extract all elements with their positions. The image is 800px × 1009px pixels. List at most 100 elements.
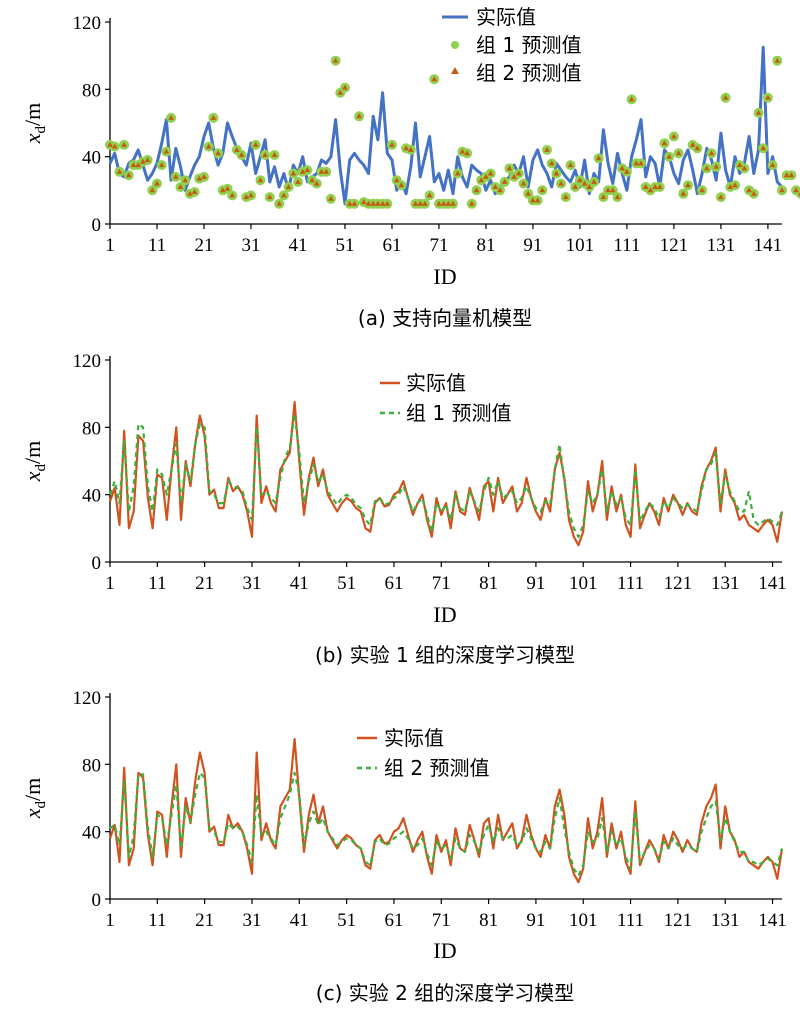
data-point-pred2: [440, 200, 447, 206]
data-point-pred2: [633, 160, 640, 166]
data-point-pred2: [342, 84, 348, 90]
x-tick-label: 71: [429, 235, 448, 256]
data-point-pred2: [760, 145, 766, 151]
data-point-pred2: [299, 168, 306, 174]
data-point-pred2: [553, 170, 560, 176]
y-axis-label: xd/m: [20, 778, 49, 820]
data-point-pred2: [591, 178, 597, 184]
x-tick-label: 91: [526, 573, 545, 594]
data-point-pred2: [304, 167, 311, 173]
data-point-pred2: [572, 184, 578, 189]
legend-label-actual: 实际值: [406, 371, 466, 395]
data-point-pred2: [173, 173, 179, 179]
caption-a: (a) 支持向量机模型: [358, 306, 532, 330]
data-point-pred2: [158, 162, 165, 168]
data-point-pred2: [628, 96, 635, 102]
data-point-pred2: [755, 109, 762, 115]
data-point-pred2: [647, 187, 654, 193]
data-point-pred2: [328, 195, 334, 201]
data-point-pred2: [563, 194, 569, 200]
data-point-pred2: [337, 89, 344, 95]
data-point-pred2: [314, 180, 320, 186]
data-point-pred2: [736, 162, 743, 168]
data-point-pred2: [675, 150, 682, 156]
data-point-pred2: [539, 187, 546, 193]
data-point-pred2: [111, 143, 118, 149]
data-point-pred2: [187, 190, 193, 196]
data-point-pred2: [149, 187, 156, 193]
data-point-pred2: [220, 187, 226, 193]
data-point-pred2: [459, 148, 466, 154]
data-point-pred2: [638, 160, 644, 166]
data-point-pred2: [168, 114, 174, 120]
x-tick-label: 141: [758, 910, 787, 931]
data-point-pred2: [600, 194, 607, 200]
x-tick-label: 101: [569, 573, 598, 594]
series-line-pred: [109, 771, 784, 877]
data-point-pred2: [196, 175, 203, 181]
x-tick-label: 51: [335, 235, 354, 256]
data-point-pred2: [530, 197, 536, 203]
legend-label-actual: 实际值: [384, 726, 444, 750]
data-point-pred2: [642, 184, 649, 189]
series-line-actual: [108, 738, 784, 884]
x-tick-label: 101: [569, 910, 598, 931]
x-axis-label-c: ID: [433, 938, 456, 963]
data-point-pred2: [177, 184, 184, 189]
x-axis-label-b: ID: [433, 602, 456, 627]
x-tick-label: 11: [148, 910, 166, 931]
series-line-pred: [108, 412, 784, 538]
x-tick-label: 141: [758, 573, 787, 594]
data-point-pred2: [661, 140, 668, 146]
data-point-pred2: [501, 178, 508, 184]
x-tick-label: 71: [432, 910, 451, 931]
data-point-pred2: [281, 192, 287, 198]
data-point-pred2: [182, 177, 188, 183]
y-tick-label: 0: [92, 553, 102, 574]
data-point-pred2: [262, 152, 268, 157]
data-point-pred2: [116, 168, 123, 174]
data-point-pred2: [309, 177, 315, 183]
x-tick-label: 111: [613, 235, 640, 256]
caption-c: (c) 实验 2 组的深度学习模型: [316, 981, 574, 1005]
data-point-pred2: [431, 76, 438, 82]
x-tick-label: 111: [617, 573, 644, 594]
data-point-pred2: [605, 187, 611, 193]
data-point-pred2: [722, 94, 729, 100]
data-point-pred2: [558, 180, 564, 186]
data-point-pred2: [671, 133, 677, 139]
series-points-pred2: [107, 57, 800, 206]
y-tick-label: 80: [82, 80, 101, 101]
data-point-pred2: [257, 177, 264, 183]
data-point-pred2: [140, 158, 146, 164]
data-point-pred2: [318, 168, 325, 174]
x-tick-label: 61: [384, 573, 403, 594]
data-point-pred2: [238, 152, 245, 157]
data-point-pred2: [525, 190, 531, 196]
data-point-pred2: [276, 200, 282, 206]
data-point-pred2: [365, 200, 372, 206]
y-axis-label: xd/m: [20, 441, 49, 483]
x-tick-label: 81: [476, 235, 495, 256]
series-line-actual: [108, 45, 784, 206]
data-point-pred2: [332, 57, 339, 63]
data-point-pred2: [144, 157, 151, 162]
data-point-pred2: [534, 197, 541, 203]
x-tick-label: 131: [711, 573, 740, 594]
data-point-pred2: [210, 114, 217, 120]
data-point-pred2: [516, 170, 522, 176]
x-tick-label: 41: [290, 910, 309, 931]
x-tick-label: 21: [195, 910, 214, 931]
x-tick-label: 121: [660, 235, 689, 256]
data-point-pred2: [741, 165, 748, 171]
data-point-pred2: [154, 180, 160, 186]
data-point-pred2: [351, 200, 358, 206]
data-point-pred2: [295, 178, 301, 184]
data-point-pred2: [765, 94, 771, 100]
x-tick-label: 81: [479, 573, 498, 594]
legend-label-pred2: 组 2 预测值: [476, 61, 581, 85]
